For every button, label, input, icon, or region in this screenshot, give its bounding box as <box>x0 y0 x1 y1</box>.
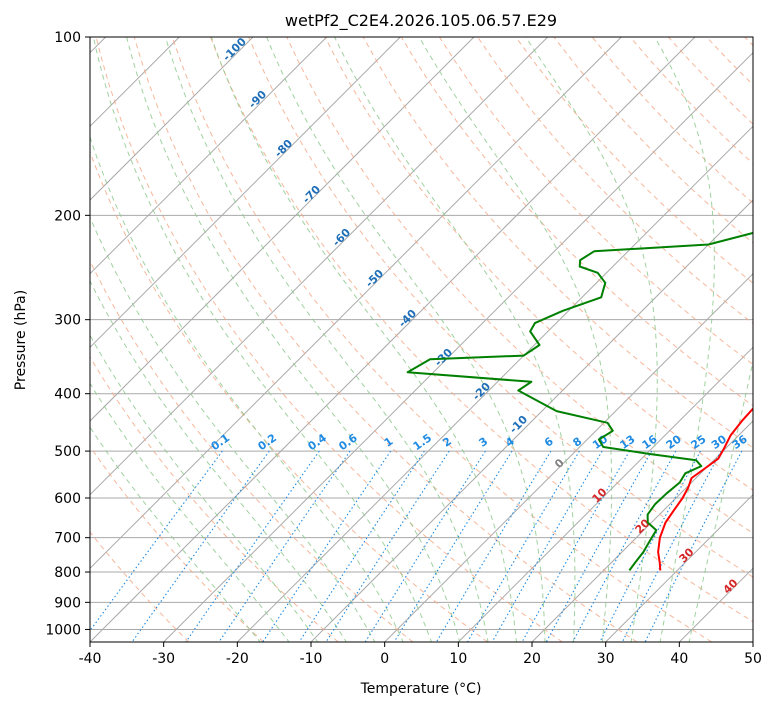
x-tick-label: -30 <box>152 651 175 667</box>
isotherm-line <box>90 37 696 642</box>
x-axis-label: Temperature (°C) <box>360 681 482 697</box>
mixing-ratio-line <box>491 450 603 642</box>
isotherm-line <box>90 37 549 496</box>
isotherm-line <box>90 37 401 349</box>
moist-adiabat <box>92 37 432 642</box>
mixing-ratio-line <box>572 450 677 642</box>
dry-adiabat <box>90 356 339 642</box>
mixing-ratio-line <box>218 450 351 642</box>
dewpoint-line <box>406 231 753 571</box>
chart-title: wetPf2_C2E4.2026.105.06.57.E29 <box>285 11 557 31</box>
y-tick-label: 600 <box>54 491 81 507</box>
mixing-ratio-line <box>545 450 653 642</box>
dry-adiabat <box>515 37 753 284</box>
axis-ticks: -40 -30 -20 -10 0 10 20 30 40 50 100 200 300 400 500 60… <box>45 30 762 667</box>
x-tick-label: 20 <box>523 651 541 667</box>
isotherm-line <box>531 420 753 642</box>
x-tick-label: 30 <box>597 651 615 667</box>
moist-adiabat <box>525 37 658 642</box>
mixing-ratio-line <box>621 450 722 642</box>
mixing-ratio-line <box>298 450 425 642</box>
y-tick-label: 500 <box>54 444 81 460</box>
moist-adiabat <box>90 334 319 642</box>
y-tick-label: 300 <box>54 313 81 329</box>
dry-adiabat <box>400 37 753 407</box>
x-tick-label: 10 <box>449 651 467 667</box>
isotherm-line <box>90 37 475 422</box>
y-tick-label: 400 <box>54 387 81 403</box>
dry-adiabat <box>90 150 488 642</box>
y-tick-label: 900 <box>54 595 81 611</box>
isotherm-line <box>163 51 753 642</box>
moist-adiabat <box>126 37 461 642</box>
x-tick-label: 40 <box>670 651 688 667</box>
moist-adiabat <box>90 382 290 642</box>
y-tick-label: 1000 <box>45 622 81 638</box>
dry-adiabat <box>286 37 753 534</box>
dry-adiabat <box>95 37 563 642</box>
dry-adiabat <box>90 445 264 642</box>
mixing-ratio-line <box>644 450 743 642</box>
mixing-ratio-line <box>599 450 701 642</box>
mixing-ratio-line <box>521 450 630 642</box>
mixing-ratio-line <box>185 450 320 642</box>
isotherm-line <box>384 272 753 642</box>
dry-adiabat <box>210 37 753 623</box>
temperature-line <box>657 407 753 571</box>
mixing-ratio-line <box>90 450 223 632</box>
isotherm-line <box>457 346 753 642</box>
x-tick-label: -10 <box>300 651 323 667</box>
mixing-ratio-line <box>393 450 513 642</box>
y-tick-label: 700 <box>54 531 81 547</box>
moist-adiabat <box>90 215 376 642</box>
moist-adiabat <box>90 426 261 642</box>
x-tick-label: 50 <box>744 651 762 667</box>
x-tick-label: -40 <box>79 651 102 667</box>
dry-adiabat <box>248 37 753 578</box>
y-tick-label: 100 <box>54 30 81 46</box>
mixing-ratio-line <box>262 450 392 642</box>
moist-adiabat <box>418 37 613 642</box>
moist-adiabat <box>334 37 576 642</box>
dry-adiabat <box>438 37 753 366</box>
isotherm-line <box>236 125 753 642</box>
y-tick-label: 200 <box>54 208 81 224</box>
dry-adiabat <box>90 259 414 642</box>
plot-frame <box>89 36 754 643</box>
isotherm-line <box>605 493 753 642</box>
dry-adiabat <box>90 531 190 642</box>
moist-adiabat <box>266 37 546 642</box>
moist-adiabat <box>90 135 404 642</box>
y-tick-label: 800 <box>54 565 81 581</box>
moist-adiabat <box>210 37 518 642</box>
sounding-series <box>406 231 753 571</box>
grid <box>90 37 753 642</box>
isotherm-line <box>90 37 328 275</box>
dry-adiabat <box>171 37 712 642</box>
isotherm-line <box>90 37 622 570</box>
x-tick-label: 0 <box>380 651 389 667</box>
isotherm-line <box>90 37 254 201</box>
x-tick-label: -20 <box>226 651 249 667</box>
moist-adiabat <box>164 37 489 642</box>
y-axis-label: Pressure (hPa) <box>13 290 29 390</box>
